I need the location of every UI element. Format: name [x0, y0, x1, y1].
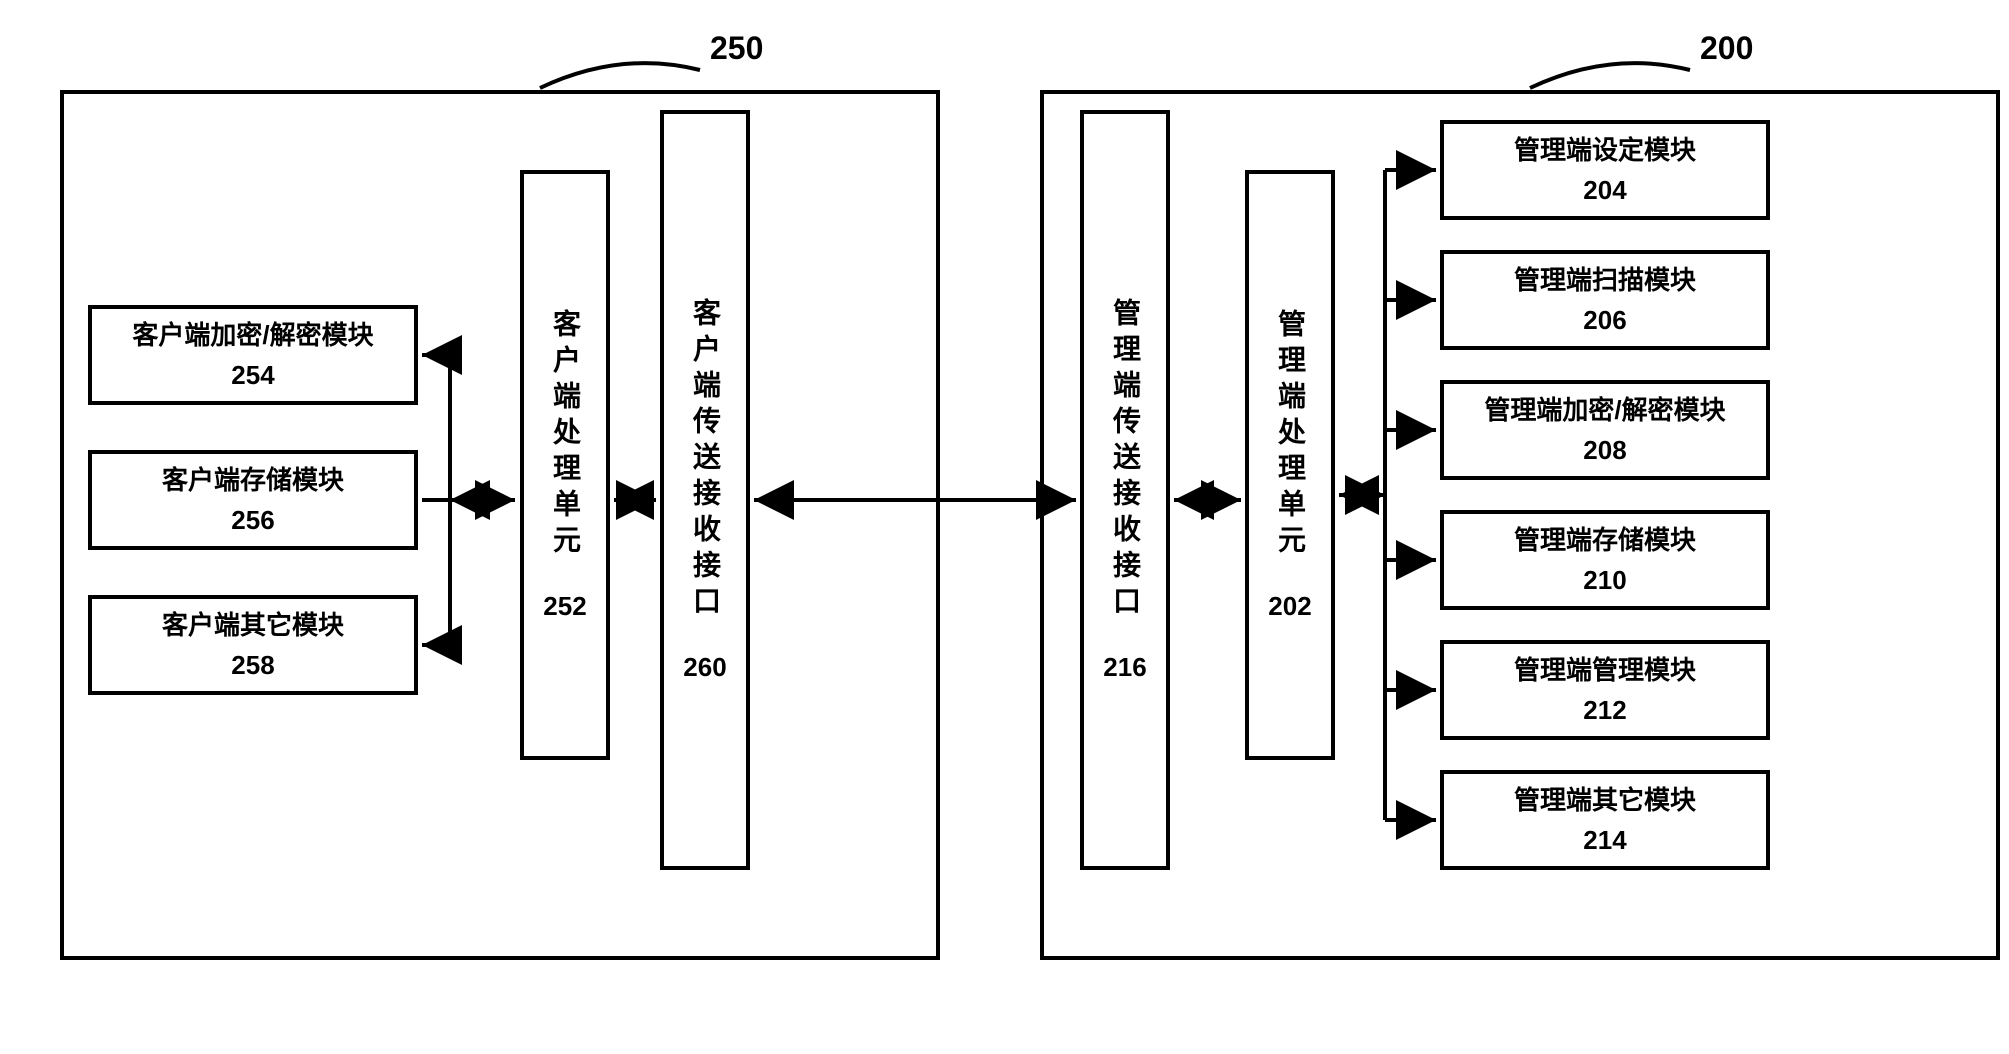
arrows-overlay	[20, 20, 2009, 1034]
diagram-canvas: 250 200 客户端加密/解密模块 254 客户端存储模块 256 客户端其它…	[20, 20, 2009, 1034]
